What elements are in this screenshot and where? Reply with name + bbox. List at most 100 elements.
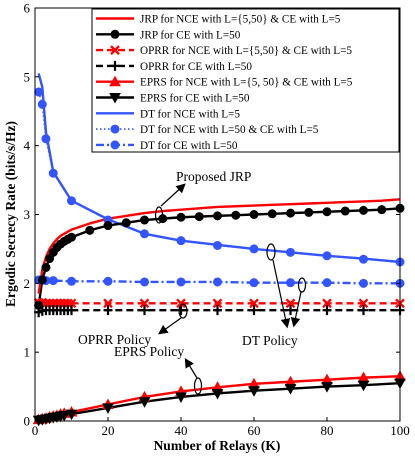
data-point-7-12 <box>359 254 368 264</box>
data-point-1-16 <box>194 212 204 222</box>
data-point-1-24 <box>340 206 350 216</box>
data-point-2-15 <box>285 298 296 309</box>
data-point-1-0 <box>34 300 44 310</box>
data-point-3-14 <box>249 305 259 316</box>
x-tick-label: 60 <box>248 423 261 438</box>
data-point-5-16 <box>357 380 370 392</box>
data-point-1-20 <box>267 209 277 219</box>
data-point-7-10 <box>286 247 295 257</box>
data-point-1-10 <box>85 225 95 235</box>
data-point-3-12 <box>176 305 186 316</box>
legend-marker-5 <box>109 93 121 104</box>
legend-marker-7 <box>110 124 120 134</box>
data-point-1-18 <box>231 210 241 220</box>
data-point-5-8 <box>65 409 78 421</box>
data-point-7-0 <box>34 87 44 97</box>
data-point-3-13 <box>213 305 222 316</box>
data-point-2-16 <box>322 298 332 309</box>
annotation-ellipse-dt-2 <box>297 277 307 293</box>
x-tick-label: 80 <box>321 423 334 438</box>
data-point-8-11 <box>322 278 332 288</box>
legend-label-2: OPRR for NCE with L={5,50} & CE with L=5 <box>140 45 352 57</box>
annotation-ellipse-jrp <box>154 206 164 224</box>
data-point-5-12 <box>211 388 224 400</box>
annotation-proposed-jrp: Proposed JRP <box>154 169 251 224</box>
data-point-3-17 <box>359 305 368 316</box>
data-point-7-1 <box>37 99 47 109</box>
series-line-0 <box>37 198 401 294</box>
data-point-5-14 <box>284 384 297 395</box>
x-tick-label: 100 <box>390 423 410 438</box>
data-point-1-9 <box>67 232 76 242</box>
annotation-ellipse-dt-1 <box>266 243 276 261</box>
data-point-5-9 <box>102 403 114 414</box>
data-point-7-7 <box>176 236 186 246</box>
data-point-3-10 <box>103 305 113 316</box>
data-point-8-6 <box>140 277 149 287</box>
annotation-oprr-policy: OPRR Policy <box>78 303 188 347</box>
data-point-7-6 <box>140 229 149 239</box>
data-point-1-12 <box>121 218 131 228</box>
data-point-2-17 <box>358 298 369 309</box>
data-point-1-2 <box>41 263 51 273</box>
annotation-label-dt: DT Policy <box>242 333 298 348</box>
data-point-3-9 <box>67 305 76 316</box>
legend-label-1: JRP for CE with L=50 <box>140 29 241 41</box>
data-point-1-26 <box>377 205 387 215</box>
legend-label-5: EPRS for CE with L=50 <box>140 93 250 105</box>
data-point-5-7 <box>58 410 71 422</box>
data-point-3-11 <box>140 305 149 316</box>
legend-marker-4 <box>109 75 121 87</box>
y-tick-label: 5 <box>24 69 31 84</box>
series-line-4 <box>38 375 401 421</box>
y-tick-label: 2 <box>24 276 31 291</box>
data-point-8-3 <box>48 276 58 286</box>
data-point-8-12 <box>359 278 368 288</box>
series-line-8 <box>38 278 400 285</box>
legend-label-6: DT for NCE with L=5 <box>140 108 240 120</box>
legend: JRP for NCE with L={5,50} & CE with L=5 J… <box>91 8 400 153</box>
data-point-8-9 <box>249 278 259 288</box>
data-point-1-17 <box>213 211 222 221</box>
y-tick-label: 0 <box>24 414 31 429</box>
annotation-label-eprs: EPRS Policy <box>114 344 184 359</box>
data-point-1-21 <box>286 208 295 218</box>
annotation-arrow-eprs <box>184 357 198 379</box>
data-point-1-1 <box>37 275 47 285</box>
annotation-arrow-jrp <box>160 183 186 207</box>
y-tick-label: 3 <box>24 207 31 222</box>
legend-label-0: JRP for NCE with L={5,50} & CE with L=5 <box>140 14 341 26</box>
plot-markers <box>32 87 406 427</box>
legend-items: JRP for NCE with L={5,50} & CE with L=5 J… <box>96 14 353 152</box>
data-point-2-12 <box>176 298 186 309</box>
data-point-7-8 <box>213 240 222 250</box>
legend-label-7: DT for NCE with L=50 & CE with L=5 <box>140 124 319 136</box>
y-tick-label: 1 <box>24 345 31 360</box>
data-point-8-7 <box>176 277 186 287</box>
y-tick-label: 6 <box>24 1 31 16</box>
data-point-5-13 <box>248 386 260 397</box>
legend-box <box>91 8 400 153</box>
data-point-8-4 <box>67 276 76 286</box>
y-axis-label: Ergodic Secrecy Rate (bits/s/Hz) <box>3 121 18 307</box>
x-tick-label: 20 <box>102 423 115 438</box>
legend-label-8: DT for CE with L=50 <box>140 140 238 152</box>
data-point-3-15 <box>286 305 295 316</box>
y-tick-label: 4 <box>24 138 31 153</box>
data-point-8-8 <box>213 277 222 287</box>
data-point-1-15 <box>176 212 186 222</box>
data-point-7-4 <box>67 196 76 206</box>
data-point-7-3 <box>48 168 58 178</box>
data-point-3-16 <box>322 305 332 316</box>
legend-marker-3 <box>110 60 120 71</box>
data-point-7-11 <box>322 251 332 261</box>
data-point-8-5 <box>103 276 113 286</box>
legend-marker-2 <box>110 45 120 55</box>
data-point-2-13 <box>212 298 223 309</box>
data-point-8-10 <box>286 278 295 288</box>
annotation-label-oprr: OPRR Policy <box>78 332 151 347</box>
annotation-arrow-dt-2 <box>290 291 302 328</box>
legend-marker-1 <box>110 29 120 39</box>
annotation-ellipse-oprr <box>178 303 188 319</box>
